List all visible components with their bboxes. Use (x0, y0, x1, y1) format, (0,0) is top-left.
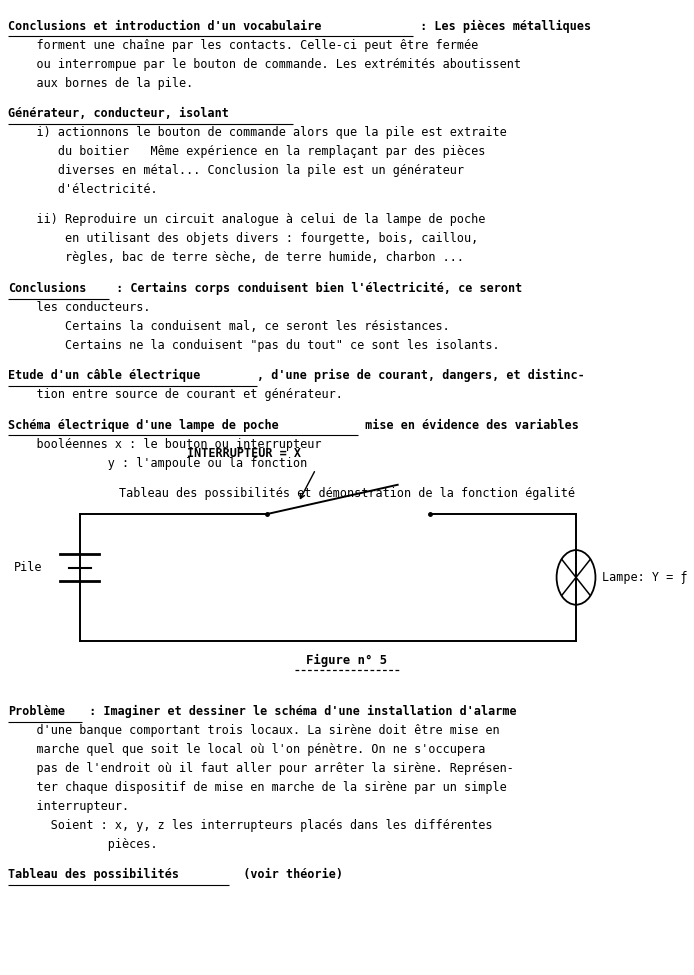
Text: , d'une prise de courant, dangers, et distinc-: , d'une prise de courant, dangers, et di… (257, 370, 584, 382)
Text: Conclusions: Conclusions (8, 282, 87, 294)
Text: Tableau des possibilités: Tableau des possibilités (8, 869, 179, 881)
Text: Schéma électrique d'une lampe de poche: Schéma électrique d'une lampe de poche (8, 418, 279, 432)
Text: interrupteur.: interrupteur. (8, 800, 130, 813)
Text: Figure n° 5: Figure n° 5 (307, 653, 387, 667)
Text: Certains ne la conduisent "pas du tout" ce sont les isolants.: Certains ne la conduisent "pas du tout" … (8, 339, 500, 352)
Text: aux bornes de la pile.: aux bornes de la pile. (8, 76, 194, 90)
Text: en utilisant des objets divers : fourgette, bois, caillou,: en utilisant des objets divers : fourget… (8, 232, 479, 246)
Text: règles, bac de terre sèche, de terre humide, charbon ...: règles, bac de terre sèche, de terre hum… (8, 252, 464, 264)
Text: tion entre source de courant et générateur.: tion entre source de courant et générate… (8, 388, 344, 402)
Text: : Les pièces métalliques: : Les pièces métalliques (413, 20, 591, 32)
Text: forment une chaîne par les contacts. Celle-ci peut être fermée: forment une chaîne par les contacts. Cel… (8, 38, 479, 52)
Text: Problème: Problème (8, 705, 65, 718)
Text: ii) Reproduire un circuit analogue à celui de la lampe de poche: ii) Reproduire un circuit analogue à cel… (8, 214, 486, 226)
Text: ter chaque dispositif de mise en marche de la sirène par un simple: ter chaque dispositif de mise en marche … (8, 781, 507, 794)
Text: Générateur, conducteur, isolant: Générateur, conducteur, isolant (8, 107, 229, 120)
Text: (voir théorie): (voir théorie) (229, 869, 343, 881)
Text: : Imaginer et dessiner le schéma d'une installation d'alarme: : Imaginer et dessiner le schéma d'une i… (82, 705, 516, 718)
Text: Lampe: Y = ƒ (x): Lampe: Y = ƒ (x) (602, 571, 694, 584)
Text: i) actionnons le bouton de commande alors que la pile est extraite: i) actionnons le bouton de commande alor… (8, 126, 507, 139)
Text: Soient : x, y, z les interrupteurs placés dans les différentes: Soient : x, y, z les interrupteurs placé… (8, 819, 493, 832)
Text: Conclusions et introduction d'un vocabulaire: Conclusions et introduction d'un vocabul… (8, 20, 322, 32)
Text: y : l'ampoule ou la fonction: y : l'ampoule ou la fonction (8, 456, 307, 470)
Text: Certains la conduisent mal, ce seront les résistances.: Certains la conduisent mal, ce seront le… (8, 320, 450, 332)
Text: pas de l'endroit où il faut aller pour arrêter la sirène. Représen-: pas de l'endroit où il faut aller pour a… (8, 761, 514, 775)
Text: ou interrompue par le bouton de commande. Les extrémités aboutissent: ou interrompue par le bouton de commande… (8, 58, 521, 70)
Text: du boitier   Même expérience en la remplaçant par des pièces: du boitier Même expérience en la remplaç… (8, 145, 486, 158)
Text: d'électricité.: d'électricité. (8, 183, 158, 196)
Text: booléennes x : le bouton ou interrupteur: booléennes x : le bouton ou interrupteur (8, 438, 322, 450)
Text: Pile: Pile (14, 562, 42, 574)
Text: mise en évidence des variables: mise en évidence des variables (357, 418, 579, 432)
Text: marche quel que soit le local où l'on pénètre. On ne s'occupera: marche quel que soit le local où l'on pé… (8, 743, 486, 756)
Text: d'une banque comportant trois locaux. La sirène doit être mise en: d'une banque comportant trois locaux. La… (8, 723, 500, 737)
Text: INTERRUPTEUR = X: INTERRUPTEUR = X (187, 448, 301, 460)
Text: diverses en métal... Conclusion la pile est un générateur: diverses en métal... Conclusion la pile … (8, 164, 464, 177)
Text: pièces.: pièces. (8, 838, 158, 851)
Text: les conducteurs.: les conducteurs. (8, 301, 151, 314)
Text: Etude d'un câble électrique: Etude d'un câble électrique (8, 370, 201, 382)
Text: Tableau des possibilités et démonstration de la fonction égalité: Tableau des possibilités et démonstratio… (119, 488, 575, 500)
Text: : Certains corps conduisent bien l'électricité, ce seront: : Certains corps conduisent bien l'élect… (110, 282, 523, 295)
